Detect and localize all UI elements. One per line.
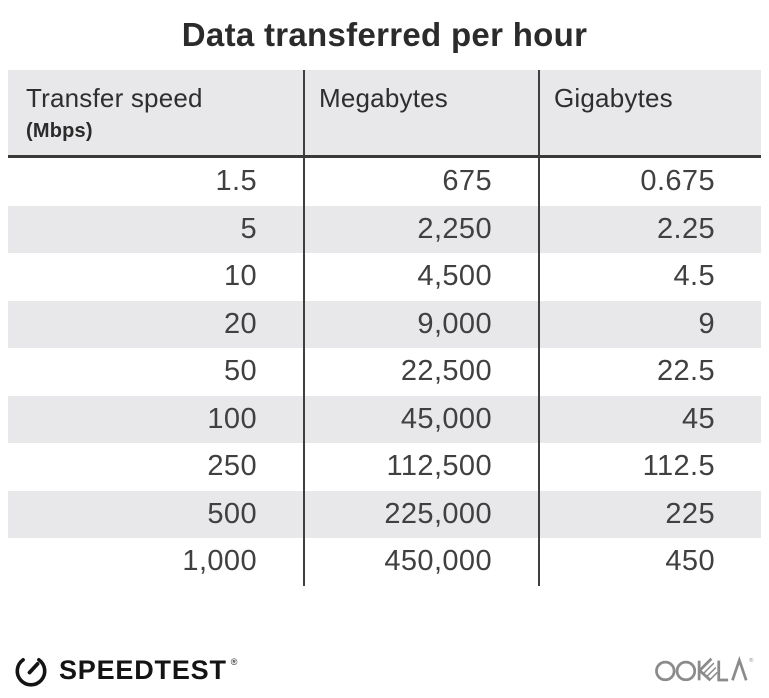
cell-transfer-speed: 100 <box>207 402 257 435</box>
speedtest-wordmark: SPEEDTEST <box>59 654 227 685</box>
cell-gigabytes: 225 <box>538 490 761 538</box>
cell-megabytes: 225,000 <box>303 490 538 538</box>
cell-megabytes: 4,500 <box>303 253 538 301</box>
cell-gigabytes: 22.5 <box>538 348 761 396</box>
table-row: 250 112,500 112.5 <box>8 443 761 491</box>
table-row: 10 4,500 4.5 <box>8 253 761 301</box>
data-table: Transfer speed (Mbps) Megabytes Gigabyte… <box>8 70 761 586</box>
speedtest-logo: SPEEDTEST ® <box>12 651 237 689</box>
page-title: Data transferred per hour <box>181 16 588 53</box>
speedtest-registered-mark-icon: ® <box>230 657 238 667</box>
col-header-transfer-speed: Transfer speed (Mbps) <box>8 70 303 155</box>
cell-transfer-speed: 5 <box>240 212 257 245</box>
table-row: 50 22,500 22.5 <box>8 348 761 396</box>
cell-transfer-speed: 500 <box>207 497 257 530</box>
cell-transfer-speed: 10 <box>223 260 257 293</box>
ookla-wordmark-icon: ® <box>655 655 754 682</box>
cell-gigabytes: 0.675 <box>538 158 761 206</box>
cell-transfer-speed: 1,000 <box>182 545 257 578</box>
footer: SPEEDTEST ® ® <box>0 646 769 694</box>
table-row: 5 2,250 2.25 <box>8 205 761 253</box>
cell-megabytes: 45,000 <box>303 395 538 443</box>
cell-gigabytes: 4.5 <box>538 253 761 301</box>
ookla-registered-mark-icon: ® <box>749 657 754 664</box>
ookla-logo: ® <box>655 653 757 687</box>
cell-gigabytes: 112.5 <box>538 443 761 491</box>
cell-megabytes: 112,500 <box>303 443 538 491</box>
table-row: 500 225,000 225 <box>8 490 761 538</box>
cell-megabytes: 450,000 <box>303 538 538 586</box>
table-body: 1.5 675 0.675 5 2,250 2.25 10 4,500 4.5 20 9,000 9 5… <box>8 158 761 586</box>
col-header-transfer-speed-label: Transfer speed <box>26 83 203 113</box>
speedtest-gauge-icon <box>15 658 47 687</box>
table-header: Transfer speed (Mbps) Megabytes Gigabyte… <box>8 70 761 158</box>
table-row: 100 45,000 45 <box>8 395 761 443</box>
cell-gigabytes: 2.25 <box>538 205 761 253</box>
cell-megabytes: 2,250 <box>303 205 538 253</box>
col-header-transfer-speed-unit: (Mbps) <box>26 120 93 142</box>
cell-gigabytes: 45 <box>538 395 761 443</box>
cell-megabytes: 9,000 <box>303 300 538 348</box>
cell-gigabytes: 450 <box>538 538 761 586</box>
col-header-megabytes: Megabytes <box>303 70 538 155</box>
table-row: 20 9,000 9 <box>8 300 761 348</box>
cell-transfer-speed: 50 <box>223 355 257 388</box>
cell-transfer-speed: 1.5 <box>215 165 257 198</box>
table-row: 1,000 450,000 450 <box>8 538 761 586</box>
cell-gigabytes: 9 <box>538 300 761 348</box>
table-row: 1.5 675 0.675 <box>8 158 761 206</box>
col-header-gigabytes: Gigabytes <box>538 70 761 155</box>
cell-transfer-speed: 20 <box>223 307 257 340</box>
cell-transfer-speed: 250 <box>207 450 257 483</box>
cell-megabytes: 675 <box>303 158 538 206</box>
cell-megabytes: 22,500 <box>303 348 538 396</box>
